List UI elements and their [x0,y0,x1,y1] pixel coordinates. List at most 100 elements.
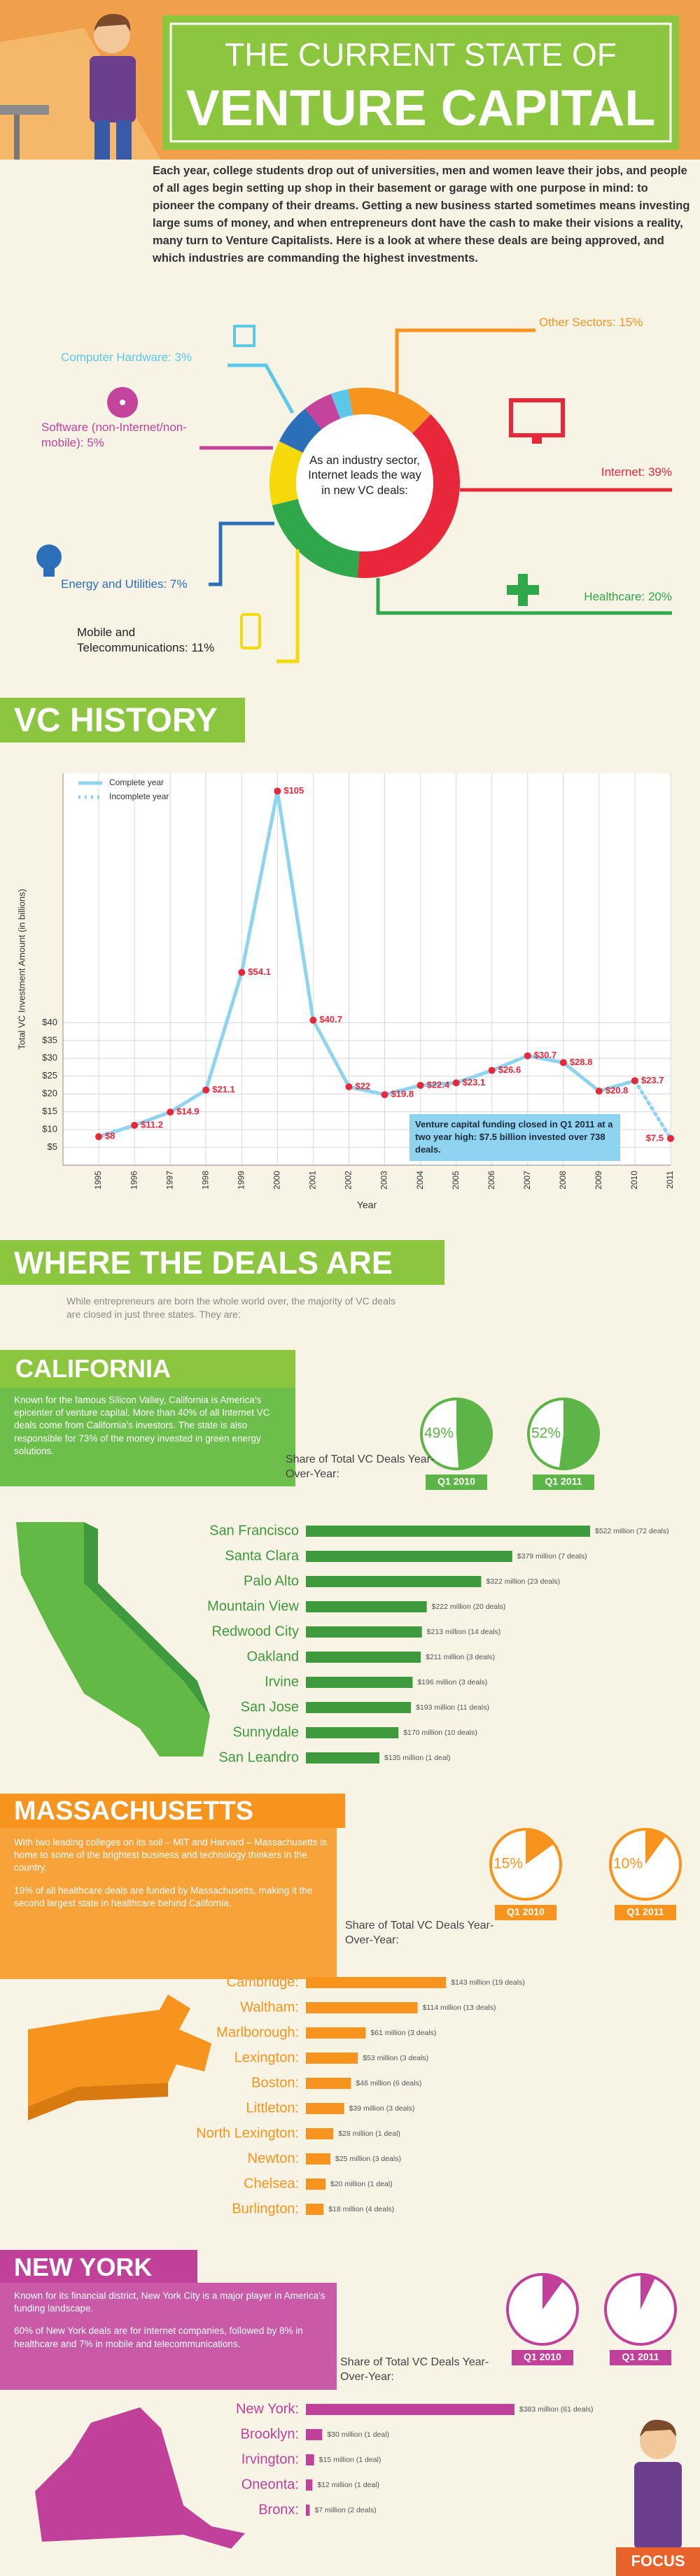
value-label: 20% [648,590,672,603]
bar-category: Sunnydale [232,1724,299,1740]
data-point [345,1083,353,1090]
y-tick-label: $35 [42,1034,57,1045]
person-leg [94,120,110,160]
data-label: $22.4 [427,1079,450,1090]
leader-line [227,363,295,414]
chip-icon [233,325,255,347]
section-heading: VC HISTORY [14,702,218,739]
bar-value-label: $15 million (1 deal) [319,2456,382,2464]
category-name: Software (non-Internet/non-mobile): [41,421,187,450]
massachusetts-map [28,1994,211,2106]
x-tick-label: 2008 [558,1171,568,1190]
donut-segment [348,388,431,434]
california-map-side [84,1522,210,1716]
x-axis-label: Year [357,1199,377,1211]
bar-value-label: $7 million (2 deals) [314,2506,376,2514]
donut-segment [357,414,460,579]
bar [306,1727,399,1738]
x-tick-label: 2005 [451,1171,461,1190]
bar-category: Boston: [251,2075,299,2090]
plot-background [63,773,671,1165]
bar-category: Irvington: [241,2451,299,2467]
data-line [97,790,637,1139]
donut-label: Energy and Utilities: 7% [61,577,222,592]
category-name: Mobile and Telecommunications: [77,626,188,655]
logo-box [616,2547,700,2576]
bar [306,2002,418,2013]
state-text: With two leading colleges on its soil – … [14,1836,329,1920]
bar [306,2454,314,2465]
logo: FOCUS [631,2552,685,2570]
data-point [95,1133,103,1141]
data-label: $11.2 [141,1119,163,1129]
title-frame [169,22,672,143]
bar-category: Littleton: [246,2100,299,2116]
bar-value-label: $39 million (3 deals) [349,2104,415,2113]
bar [306,1626,422,1638]
paragraph: Known for its financial district, New Yo… [14,2290,326,2314]
state-heading: NEW YORK [14,2253,153,2281]
category-name: Other Sectors: [539,316,616,329]
bar-category: Redwood City [211,1624,299,1639]
bar-value-label: $383 million (61 deals) [519,2405,594,2414]
pie-value: 52% [531,1426,561,1442]
bulb-icon [36,544,62,570]
massachusetts-map-side [28,2083,168,2120]
pie-value: 10% [613,1856,643,1872]
pie-slice [559,1399,598,1469]
person-head [640,2423,676,2459]
bar [306,2103,344,2114]
pie-label: Q1 2011 [545,1476,582,1487]
value-label: 7% [169,577,188,591]
x-tick-label: 2003 [379,1171,389,1190]
pie-title: Share of Total VC Deals Year-Over-Year: [340,2356,489,2383]
data-label: $21.1 [212,1084,235,1095]
data-point [274,787,281,795]
x-tick-label: 2011 [665,1171,675,1189]
title-line-2: VENTURE CAPITAL [186,80,656,136]
value-label: 15% [619,316,643,329]
title-box [162,15,679,150]
leader-line [376,578,672,615]
data-label: $23.7 [641,1075,664,1085]
pie-label-box [610,2350,671,2365]
bar-category: Oakland [247,1649,300,1664]
pie-value: 15% [493,1856,523,1872]
bar-category: North Lexington: [196,2125,299,2141]
x-tick-label: 1995 [93,1171,103,1190]
pie-label: Q1 2011 [622,2351,659,2363]
bar-category: Santa Clara [225,1548,299,1563]
donut-label: Computer Hardware: 3% [61,350,229,365]
bar [306,2505,310,2516]
bar-category: Chelsea: [244,2176,299,2191]
donut-label: Internet: 39% [532,465,672,480]
disc-hole [120,400,125,405]
paragraph: With two leading colleges on its soil – … [14,1837,327,1873]
bar [306,1601,427,1612]
bar [306,2429,323,2440]
pie-label-box [615,1905,676,1920]
donut-segment [272,499,360,578]
legend-label: Complete year [109,777,164,787]
bar-value-label: $222 million (20 deals) [432,1603,506,1611]
bar [306,2128,334,2139]
data-point [131,1121,139,1129]
bar [306,1576,482,1587]
data-point [488,1067,496,1074]
bar [306,1652,421,1663]
category-name: Energy and Utilities: [61,577,167,591]
pie-label-box [512,2350,573,2365]
y-tick-label: $20 [42,1088,57,1099]
donut-hole [296,414,433,551]
value-label: 3% [174,351,192,364]
donut-title: As an industry sector, Internet leads th… [308,454,421,497]
donut-segment [330,389,353,419]
x-tick-label: 2002 [344,1171,354,1190]
bar-category: New York: [236,2401,299,2416]
value-label: 39% [648,465,672,479]
bulb-base [43,568,55,577]
bar-category: Burlington: [232,2201,299,2216]
legend-label: Incomplete year [109,791,169,801]
data-label: $22 [355,1081,370,1091]
